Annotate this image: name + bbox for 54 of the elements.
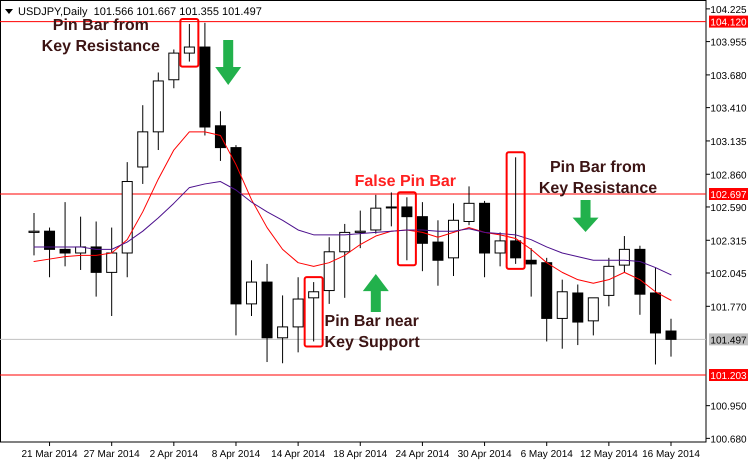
y-tick-label: 102.860 (710, 170, 748, 182)
ref-line-label: 101.497 (710, 335, 748, 346)
y-tick-label: 103.955 (710, 38, 748, 49)
y-tick-label: 102.590 (710, 202, 748, 214)
candlestick (277, 294, 288, 364)
annotation: Pin Bar from Key Resistance (42, 17, 160, 55)
candlestick (526, 248, 537, 298)
candlestick (464, 186, 475, 226)
y-tick-label: 101.770 (710, 302, 748, 314)
y-tick-label: 103.680 (710, 70, 748, 82)
y-tick-label: 100.680 (710, 434, 748, 446)
text: USDJPY,Daily 101.566 101.667 101.355 101.497 (18, 6, 262, 18)
ref-line-label: 101.203 (710, 371, 748, 382)
ref-line-label: 102.697 (710, 190, 748, 201)
x-tick-label: 16 May 2014 (642, 449, 700, 460)
candlestick (60, 202, 71, 267)
y-tick-label: 102.045 (710, 268, 748, 280)
candlestick (246, 260, 258, 316)
x-tick-label: 14 Apr 2014 (271, 449, 326, 460)
y-tick-label: 103.135 (710, 136, 748, 148)
candlestick (401, 196, 412, 261)
candlestick (308, 282, 320, 342)
x-tick-label: 6 May 2014 (520, 449, 574, 460)
ref-line-label: 104.120 (710, 18, 748, 29)
candlestick (370, 194, 382, 234)
x-tick-label: 18 Apr 2014 (333, 449, 388, 460)
candlestick (666, 318, 676, 358)
y-tick-label: 102.315 (710, 236, 748, 248)
candlestick (494, 232, 506, 267)
candlestick (618, 236, 630, 273)
x-tick-label: 12 May 2014 (580, 449, 638, 460)
candlestick (354, 210, 366, 249)
candlestick (184, 24, 195, 62)
candlestick (339, 223, 350, 298)
y-tick-label: 100.950 (710, 402, 748, 413)
annotation: Pin Bar near Key Support (324, 313, 420, 351)
x-tick-label: 30 Apr 2014 (458, 449, 512, 460)
x-tick-label: 8 Apr 2014 (212, 449, 261, 460)
x-tick-label: 27 Mar 2014 (84, 449, 140, 460)
candlestick (28, 212, 40, 256)
x-tick-label: 2 Apr 2014 (150, 449, 198, 460)
annotation: False Pin Bar (354, 173, 456, 190)
y-tick-label: 103.410 (710, 104, 748, 115)
candlestick (214, 110, 226, 162)
y-tick-label: 104.225 (710, 4, 748, 16)
candlestick (588, 297, 599, 336)
candlestick (386, 192, 397, 227)
x-tick-label: 24 Apr 2014 (395, 449, 450, 460)
x-tick-label: 21 Mar 2014 (21, 449, 78, 460)
candlestick (510, 156, 522, 264)
annotation: Pin Bar from Key Resistance (538, 159, 658, 197)
candlestick (432, 220, 444, 286)
candlestick (44, 227, 56, 278)
candlestick (106, 227, 118, 316)
